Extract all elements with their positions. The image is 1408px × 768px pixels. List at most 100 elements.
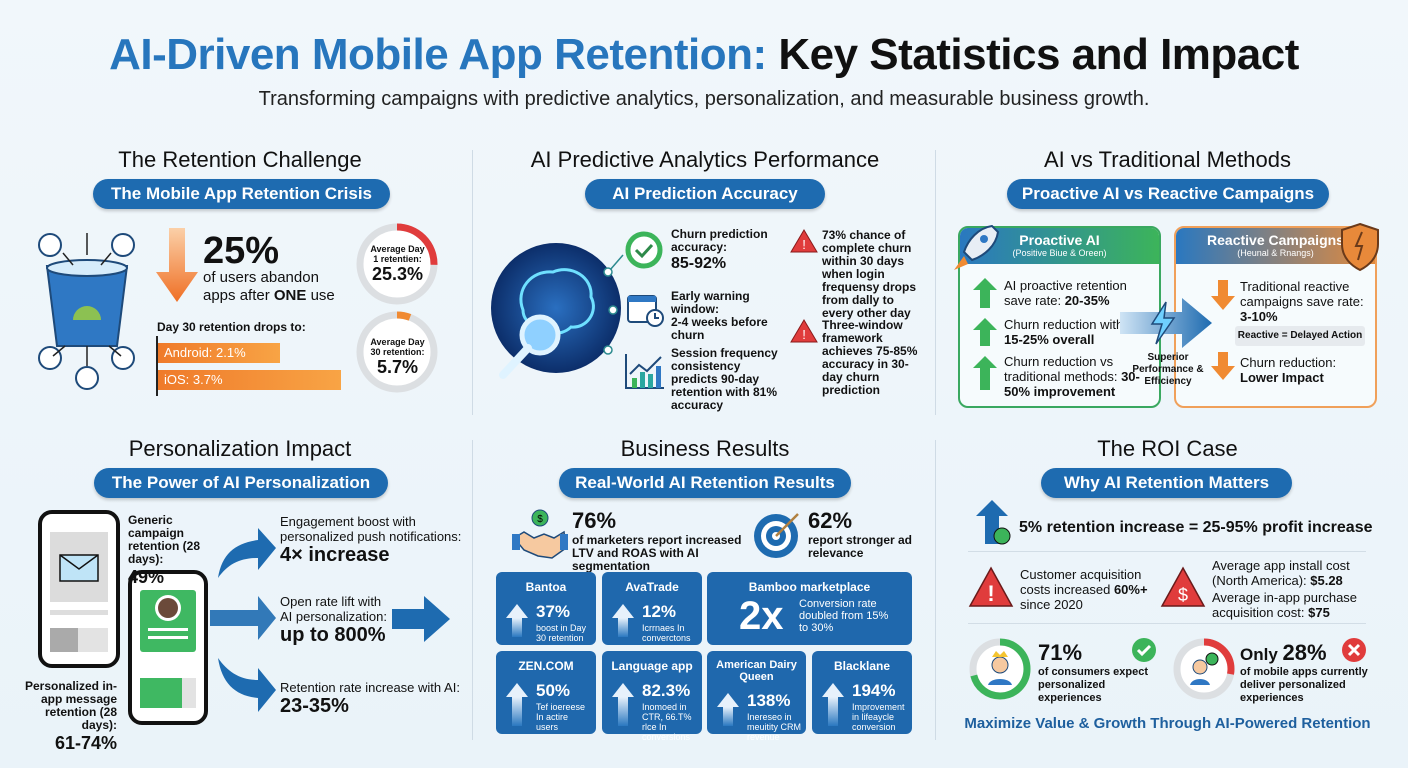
ad-relevance-stat: 62% report stronger ad relevance bbox=[808, 508, 913, 560]
proactive-item: Churn reduction vs traditional methods: … bbox=[1004, 354, 1140, 399]
cac-stat: Customer acquisition costs increased 60%… bbox=[1020, 567, 1148, 612]
profit-up-arrow-icon bbox=[976, 500, 1011, 545]
tile-company: American Dairy Queen bbox=[716, 659, 797, 683]
check-badge-icon bbox=[1132, 638, 1156, 662]
up-arrow-icon bbox=[612, 604, 634, 618]
superior-performance-label: Superior Performance & Efficiency bbox=[1132, 352, 1204, 387]
superior-arrow-icon bbox=[1120, 298, 1212, 348]
personalized-phone-icon bbox=[128, 570, 208, 725]
tile-desc: Icrrnaes In converctons bbox=[642, 623, 691, 643]
section-title: The ROI Case bbox=[1097, 436, 1238, 461]
svg-text:!: ! bbox=[802, 327, 806, 342]
section-title: AI vs Traditional Methods bbox=[1043, 147, 1291, 172]
up-arrow-icon bbox=[506, 683, 528, 697]
result-tile: American Dairy Queen 138% Inereseo in me… bbox=[707, 651, 806, 742]
early-warning-stat: Early warning window: 2-4 weeks before ch… bbox=[671, 289, 768, 342]
up-arrow-icon bbox=[506, 604, 528, 618]
up-arrow-icon bbox=[822, 683, 844, 697]
roi-headline: 5% retention increase = 25-95% profit in… bbox=[1019, 519, 1373, 536]
svg-text:$: $ bbox=[1178, 585, 1188, 605]
open-rate-stat: Open rate lift with AI personalization: u… bbox=[280, 594, 387, 646]
leaky-bucket-icon bbox=[38, 233, 135, 390]
svg-text:!: ! bbox=[802, 237, 806, 252]
retention-rate-stat: Retention rate increase with AI: 23-35% bbox=[280, 680, 460, 717]
marketers-stat: 76% of marketers report increased LTV and… bbox=[572, 508, 742, 573]
broken-shield-icon bbox=[1341, 222, 1379, 272]
deliver-donut bbox=[1173, 638, 1235, 700]
page-title: AI-Driven Mobile App Retention: Key Stat… bbox=[109, 30, 1299, 79]
result-tile: AvaTrade 12% Icrrnaes In converctons bbox=[602, 572, 702, 645]
result-tile: Language app 82.3% Inomoed in CTR, 66.T%… bbox=[602, 651, 702, 742]
tile-value: 138% bbox=[747, 691, 791, 710]
right-arrow-icon bbox=[392, 596, 450, 642]
rocket-icon bbox=[954, 224, 1000, 270]
reactive-campaigns-card: Reactive Campaigns (Heunal & Rnangs) bbox=[1174, 226, 1377, 408]
result-tile: Bantoa 37% boost in Day 30 retention bbox=[496, 572, 596, 645]
expect-donut bbox=[969, 638, 1031, 700]
consumers-expect-stat: 71% of consumers expect personalized expe… bbox=[1038, 640, 1149, 704]
section-title: AI Predictive Analytics Performance bbox=[530, 147, 880, 172]
divider bbox=[968, 551, 1366, 552]
tile-company: Bantoa bbox=[525, 580, 567, 594]
day1-donut bbox=[356, 223, 438, 305]
tile-value: 37% bbox=[536, 602, 571, 621]
abandon-desc: of users abandon apps after ONE use bbox=[203, 269, 335, 304]
calendar-clock-icon bbox=[627, 295, 664, 327]
tile-company: ZEN.COM bbox=[518, 659, 574, 673]
churn-accuracy-stat: Churn prediction accuracy: 85-92% bbox=[671, 227, 768, 273]
android-bar: Android: 2.1% bbox=[158, 343, 280, 363]
warning-icon: ! bbox=[790, 319, 818, 343]
x-badge-icon bbox=[1342, 638, 1366, 662]
section-title: The Retention Challenge bbox=[118, 147, 362, 172]
tile-value: 82.3% bbox=[642, 681, 691, 700]
proactive-item: AI proactive retention save rate: 20-35% bbox=[1004, 278, 1127, 308]
warning-icon: ! bbox=[968, 566, 1014, 607]
svg-text:$: $ bbox=[537, 514, 543, 525]
section-title: Personalization Impact bbox=[128, 436, 352, 461]
section-pill: AI Prediction Accuracy bbox=[585, 179, 825, 209]
section-pill: Why AI Retention Matters bbox=[1041, 468, 1292, 498]
roi-footer: Maximize Value & Growth Through AI-Power… bbox=[964, 715, 1371, 732]
tile-desc: Conversion rate doubled from 15% to 30% bbox=[799, 598, 889, 634]
divider bbox=[935, 150, 936, 415]
generic-retention: Generic campaign retention (28 days): 49% bbox=[128, 513, 201, 588]
day1-retention: Average Day 1 retentien: 25.3% bbox=[370, 244, 425, 284]
section-pill: The Power of AI Personalization bbox=[94, 468, 388, 498]
bar-axis bbox=[156, 336, 158, 396]
section-pill: Real-World AI Retention Results bbox=[559, 468, 851, 498]
abandon-stat: 25% bbox=[203, 230, 280, 272]
section-pill: The Mobile App Retention Crisis bbox=[93, 179, 390, 209]
engagement-stat: Engagement boost with personalized push … bbox=[280, 514, 462, 566]
tile-desc: Tef ioereese In actire users bbox=[536, 702, 586, 732]
tile-value: 12% bbox=[642, 602, 677, 621]
result-tile: Bamboo marketplace 2x Conversion rate do… bbox=[707, 572, 912, 645]
orange-down-arrows-icon bbox=[1211, 280, 1235, 380]
tile-company: Bamboo marketplace bbox=[748, 580, 871, 594]
session-frequency-stat: Session frequency consistency predicts 9… bbox=[671, 346, 778, 412]
tile-desc: Improvement in lifeaycle conversion bbox=[852, 702, 905, 732]
target-icon bbox=[754, 513, 799, 558]
tile-company: Blacklane bbox=[833, 659, 891, 673]
section-title: Business Results bbox=[620, 436, 790, 461]
tile-desc: boost in Day 30 retention bbox=[536, 623, 587, 643]
tile-desc: Inereseo in meuitity CRM revenue bbox=[747, 712, 802, 742]
handshake-dollar-icon: $ bbox=[512, 509, 568, 559]
down-arrow-icon bbox=[156, 228, 198, 302]
generic-phone-icon bbox=[38, 510, 120, 668]
tile-value: 50% bbox=[536, 681, 571, 700]
ios-bar: iOS: 3.7% bbox=[158, 370, 341, 390]
tile-company: Language app bbox=[611, 659, 693, 673]
divider bbox=[968, 623, 1366, 624]
green-up-arrows-icon bbox=[973, 278, 997, 390]
iap-cost-stat: Average in-app purchase acquisition cost… bbox=[1212, 590, 1358, 620]
tile-company: AvaTrade bbox=[625, 580, 679, 594]
brain-magnifier-icon bbox=[491, 243, 624, 379]
proactive-item: Churn reduction with AI: 15-25% overall bbox=[1004, 317, 1143, 347]
tile-value: 2x bbox=[739, 594, 784, 638]
reactive-item: Churn reduction: Lower Impact bbox=[1240, 355, 1337, 385]
reactive-item: Traditional reactive campaigns save rate… bbox=[1240, 279, 1364, 324]
section-pill: Proactive AI vs Reactive Campaigns bbox=[1007, 179, 1329, 209]
curved-arrows-icon bbox=[210, 528, 276, 712]
check-circle-icon bbox=[625, 231, 663, 269]
tile-value: 194% bbox=[852, 681, 896, 700]
